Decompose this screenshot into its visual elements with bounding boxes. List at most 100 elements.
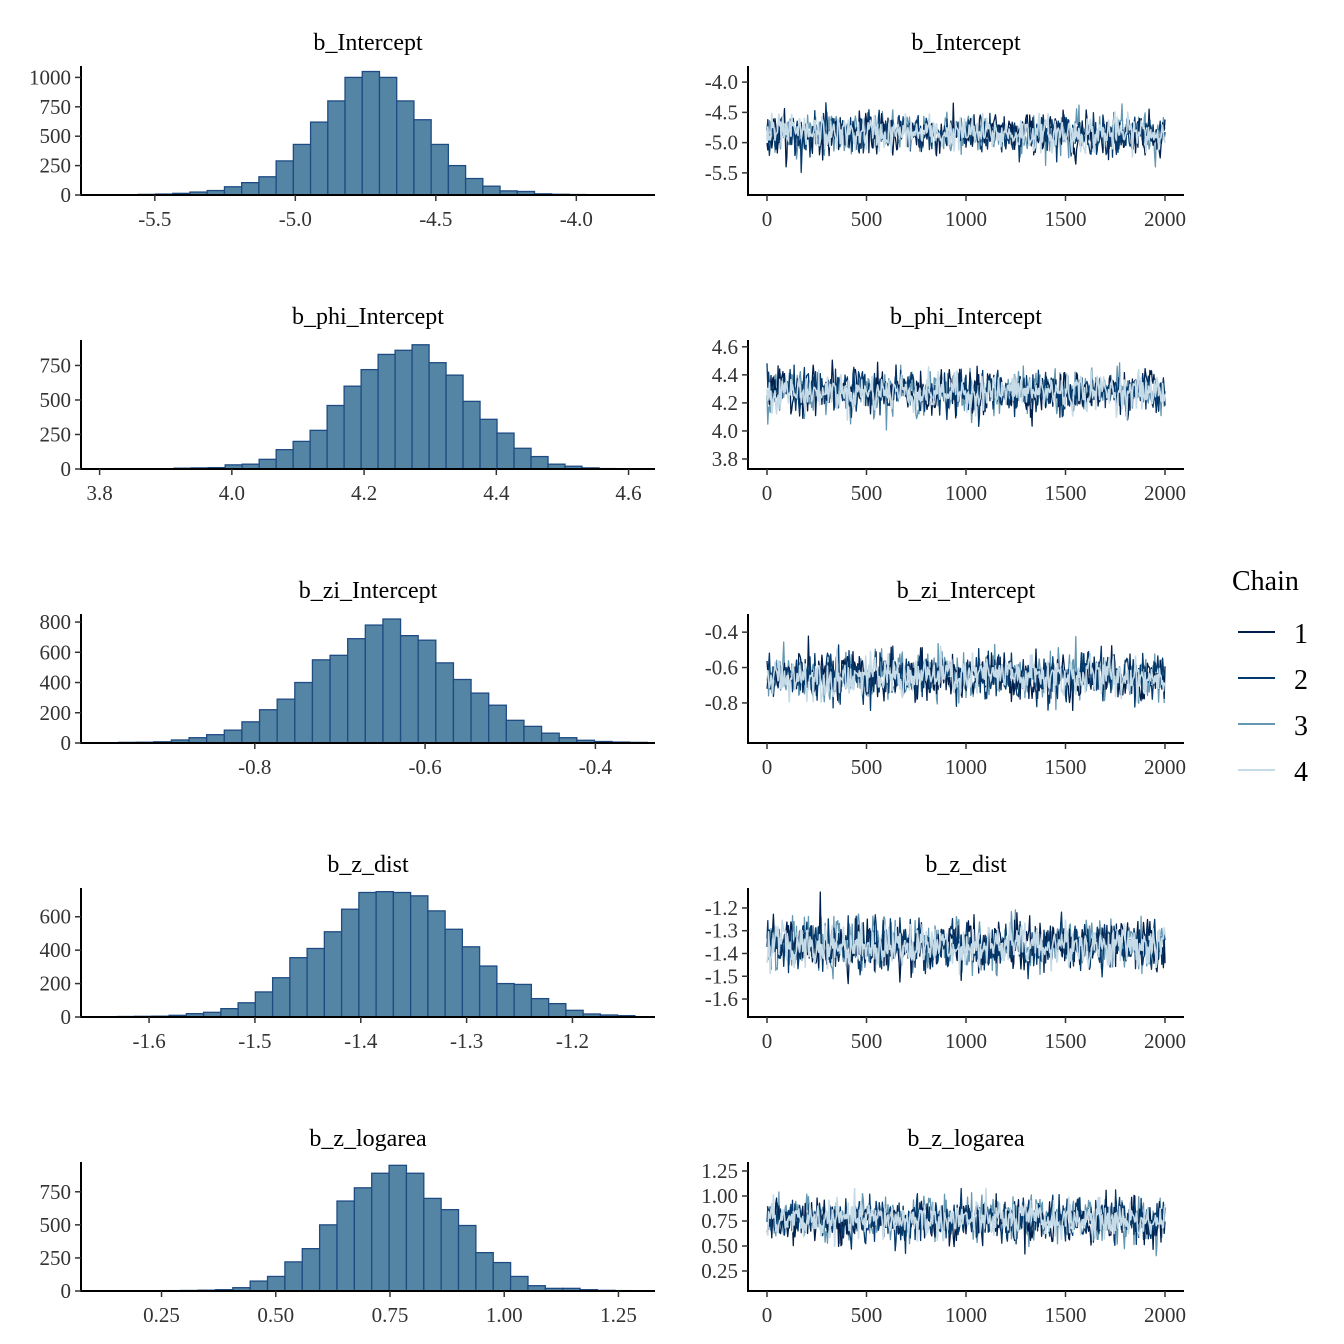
y-tick-label: -1.4 [705, 941, 739, 965]
y-tick-label: 600 [40, 905, 72, 929]
x-tick-label: 500 [851, 207, 883, 231]
histogram-bar [440, 1208, 460, 1292]
legend-label: 4 [1294, 757, 1308, 788]
x-tick-label: 4.4 [483, 481, 510, 505]
y-tick-label: 1.25 [701, 1159, 738, 1183]
x-tick-label: 1500 [1045, 207, 1087, 231]
histogram-bar [444, 928, 464, 1018]
y-tick-label: 4.6 [712, 335, 738, 359]
histogram-bar [292, 143, 312, 196]
x-tick-label: 1500 [1045, 481, 1087, 505]
histogram-bar [258, 176, 277, 196]
histogram-bar [294, 681, 314, 744]
histogram-bar [513, 447, 532, 470]
histogram-bar [435, 662, 455, 744]
histogram-bar [378, 76, 398, 196]
x-tick-label: 1000 [945, 1303, 987, 1327]
histogram-bar [452, 678, 472, 744]
histogram-bar [375, 891, 395, 1018]
x-tick-label: 1500 [1045, 1303, 1087, 1327]
x-tick-label: 0 [762, 207, 773, 231]
y-tick-label: 750 [40, 1180, 72, 1204]
trace-panel: b_phi_Intercept 4.6 4.4 4.2 4.0 3.8 0 500 1000 15… [712, 304, 1186, 505]
x-tick-label: -5.0 [279, 207, 312, 231]
histogram-bar [530, 455, 549, 470]
histogram-bar [206, 734, 225, 744]
histogram-bar [340, 908, 360, 1018]
histogram-bar [505, 719, 525, 744]
histogram-bar [396, 100, 415, 196]
x-tick-label: 4.6 [615, 481, 641, 505]
histogram-bar [464, 177, 484, 196]
histogram-bar [377, 353, 396, 470]
y-tick-label: 200 [40, 701, 72, 725]
histogram-bar [447, 164, 467, 196]
x-tick-label: -5.5 [138, 207, 171, 231]
histogram-bar [309, 429, 328, 470]
x-tick-label: 500 [851, 1029, 883, 1053]
histogram-bar [394, 349, 413, 470]
histogram-bar [275, 449, 294, 470]
histogram-panel: b_phi_Intercept 0 250 500 750 3.8 4.0 4.2 4.4 4.6 [40, 304, 655, 505]
histogram-bar [301, 1248, 321, 1292]
histogram-panel: b_zi_Intercept 0 200 400 600 800 -0.8 -0.6 -0.4 [40, 578, 655, 779]
x-tick-label: 0 [762, 1029, 773, 1053]
histogram-bar [275, 160, 295, 196]
histogram-bar [220, 1007, 239, 1018]
histogram-bar [241, 182, 260, 196]
histogram-bar [344, 76, 363, 196]
x-tick-label: 500 [851, 1303, 883, 1327]
histogram-title: b_z_logarea [309, 1126, 427, 1152]
y-tick-label: 0.25 [701, 1259, 738, 1283]
histogram-bar [547, 1002, 567, 1018]
histogram-bar [318, 1224, 338, 1292]
panel-row: b_Intercept 0 250 500 750 1000 -5.5 -5.0 -4.5 -4.… [29, 30, 1186, 231]
histogram-bar [479, 418, 498, 470]
x-tick-label: 2000 [1144, 207, 1186, 231]
x-tick-label: -1.3 [450, 1029, 483, 1053]
histogram-bar [289, 957, 308, 1018]
histogram-bar [361, 70, 381, 196]
x-tick-label: -1.2 [556, 1029, 589, 1053]
y-tick-label: -1.5 [705, 964, 738, 988]
histogram-bar [523, 725, 543, 744]
x-tick-label: -1.5 [238, 1029, 271, 1053]
y-tick-label: -0.4 [705, 620, 739, 644]
trace-line-chain-4 [766, 366, 1166, 421]
x-tick-label: 0.75 [372, 1303, 409, 1327]
histogram-bar [271, 977, 291, 1018]
x-tick-label: -0.8 [238, 755, 271, 779]
histogram-bar [347, 638, 366, 744]
x-tick-label: 500 [851, 481, 883, 505]
y-tick-label: -1.6 [705, 987, 738, 1011]
x-tick-label: 1000 [945, 207, 987, 231]
legend-entry: 4 [1238, 757, 1308, 788]
legend-entry: 2 [1238, 665, 1308, 696]
x-tick-label: 1000 [945, 1029, 987, 1053]
histogram-bar [258, 458, 277, 470]
histogram-bar [223, 186, 243, 196]
x-tick-label: 1.00 [486, 1303, 523, 1327]
histogram-bar [388, 1164, 408, 1292]
y-tick-label: -5.5 [705, 161, 738, 185]
histogram-bar [413, 119, 432, 196]
y-tick-label: 750 [40, 95, 72, 119]
histogram-bar [284, 1261, 303, 1292]
y-tick-label: 4.2 [712, 391, 738, 415]
y-tick-label: 600 [40, 640, 72, 664]
x-tick-label: 500 [851, 755, 883, 779]
y-tick-label: 0 [61, 183, 72, 207]
y-tick-label: -5.0 [705, 131, 738, 155]
legend-title: Chain [1232, 566, 1299, 597]
x-tick-label: 0.25 [143, 1303, 180, 1327]
x-tick-label: 1500 [1045, 755, 1087, 779]
histogram-bar [326, 404, 345, 470]
trace-line-chain-4 [766, 111, 1166, 158]
histogram-bar [309, 121, 329, 196]
histogram-bar [399, 635, 419, 744]
histogram-bar [405, 1172, 425, 1292]
y-tick-label: 400 [40, 938, 72, 962]
trace-panel: b_Intercept -4.0 -4.5 -5.0 -5.5 0 500 1000 1500 2… [705, 30, 1186, 231]
x-tick-label: 4.0 [219, 481, 245, 505]
